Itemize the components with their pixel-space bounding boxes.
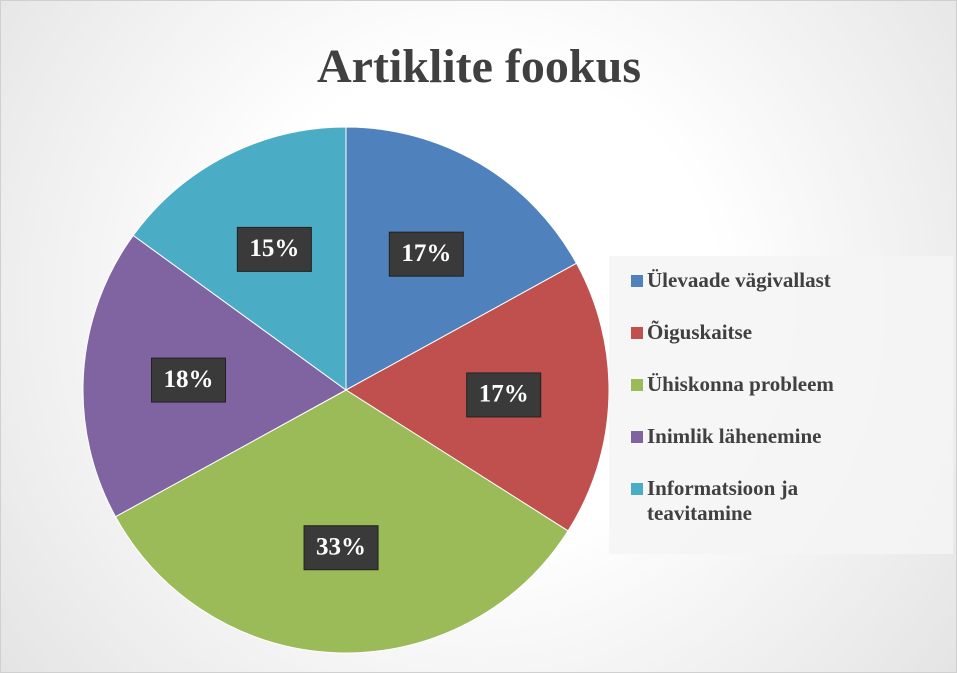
data-label: 17% — [388, 231, 464, 277]
legend-label: Õiguskaitse — [647, 320, 753, 344]
legend-label: Inimlik lähenemine — [647, 424, 822, 448]
legend-label: Ühiskonna probleem — [647, 372, 834, 396]
data-label-box — [388, 231, 464, 277]
data-label-text: 33% — [316, 533, 366, 560]
legend-item: Ühiskonna probleem — [631, 372, 931, 397]
data-label-text: 15% — [249, 235, 299, 262]
legend: Ülevaade vägivallast Õiguskaitse Ühiskonna… — [609, 256, 953, 554]
data-label: 33% — [303, 525, 379, 571]
chart-title: Artiklite fookus — [317, 40, 641, 93]
data-label: 17% — [466, 372, 542, 418]
legend-item: Inimlik lähenemine — [631, 424, 931, 449]
legend-item: Informatsioon ja teavitamine — [631, 476, 931, 526]
data-label-box — [151, 357, 227, 403]
legend-swatch — [631, 327, 643, 339]
data-label-box — [466, 372, 542, 418]
legend-label: Informatsioon ja teavitamine — [647, 476, 799, 525]
data-label-box — [303, 525, 379, 571]
pie-slice — [114, 389, 569, 654]
legend-item: Ülevaade vägivallast — [631, 268, 931, 293]
legend-swatch — [631, 379, 643, 391]
data-label: 15% — [236, 226, 312, 272]
legend-swatch — [631, 275, 643, 287]
legend-label: Ülevaade vägivallast — [647, 268, 831, 292]
legend-swatch — [631, 431, 643, 443]
data-label-box — [236, 226, 312, 272]
data-label-text: 18% — [164, 366, 214, 393]
data-label-text: 17% — [479, 381, 529, 408]
data-label-text: 17% — [401, 240, 451, 267]
data-label: 18% — [151, 357, 227, 403]
legend-swatch — [631, 483, 643, 495]
legend-item: Õiguskaitse — [631, 320, 931, 345]
